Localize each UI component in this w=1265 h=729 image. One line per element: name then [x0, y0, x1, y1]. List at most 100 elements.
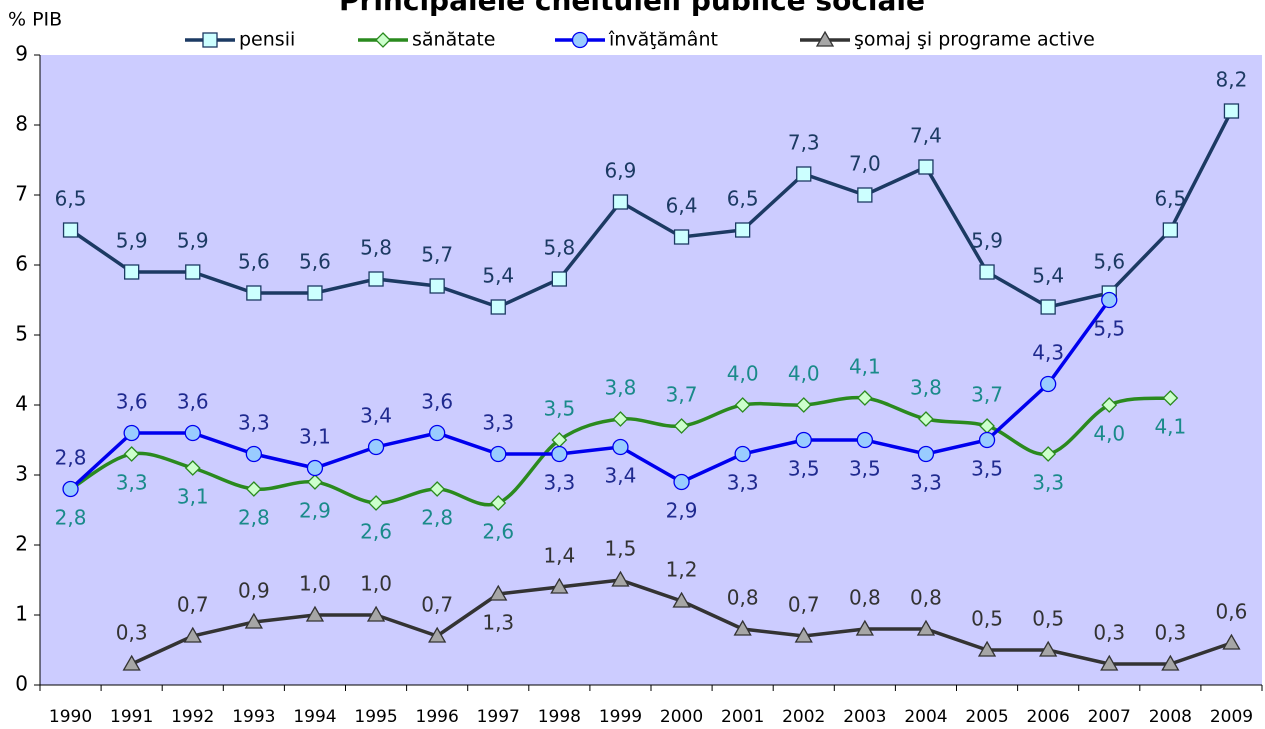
legend-marker	[571, 31, 589, 49]
x-tick-label: 2003	[843, 707, 886, 727]
x-tick-label: 2009	[1210, 707, 1253, 727]
x-tick-label: 2007	[1088, 707, 1131, 727]
data-label: 7,4	[910, 124, 942, 148]
data-point	[916, 619, 936, 636]
data-point	[490, 495, 507, 511]
data-label: 0,8	[727, 586, 759, 610]
data-point	[795, 431, 812, 449]
data-label: 4,0	[788, 362, 820, 386]
data-point	[735, 222, 751, 238]
data-label: 5,8	[360, 236, 392, 260]
data-label: 1,2	[666, 558, 698, 582]
data-point	[734, 397, 751, 413]
data-point	[979, 264, 995, 280]
data-label: 3,3	[727, 471, 759, 495]
data-label: 3,5	[971, 457, 1003, 481]
data-point	[490, 299, 506, 315]
data-label: 3,5	[849, 457, 881, 481]
y-tick-label: 6	[15, 252, 28, 276]
data-point	[734, 445, 751, 463]
legend-label: pensii	[239, 29, 295, 51]
data-point	[856, 431, 873, 449]
data-label: 1,0	[299, 572, 331, 596]
data-label: 3,3	[482, 411, 514, 435]
data-label: 1,5	[605, 537, 637, 561]
y-tick-label: 0	[15, 672, 28, 696]
data-label: 0,8	[910, 586, 942, 610]
data-point	[672, 591, 691, 608]
data-label: 1,0	[360, 572, 392, 596]
data-point	[1040, 375, 1057, 393]
data-point	[124, 264, 140, 280]
data-point	[185, 264, 201, 280]
y-tick-label: 3	[15, 462, 28, 486]
data-point	[796, 166, 812, 182]
data-label: 2,8	[55, 506, 87, 530]
x-tick-label: 2005	[965, 707, 1008, 727]
data-label: 0,8	[849, 586, 881, 610]
data-point	[673, 418, 690, 434]
data-point	[612, 438, 629, 456]
y-tick-label: 1	[15, 602, 28, 626]
x-tick-label: 1991	[110, 707, 153, 727]
data-label: 3,3	[543, 471, 575, 495]
data-point	[62, 480, 79, 498]
data-point	[62, 222, 79, 238]
data-label: 0,7	[421, 593, 453, 617]
data-label: 0,9	[238, 579, 270, 603]
data-label: 4,1	[1154, 415, 1186, 439]
data-point	[1100, 654, 1119, 671]
data-label: 5,7	[421, 243, 453, 267]
x-tick-label: 2000	[660, 707, 703, 727]
x-tick-label: 2008	[1149, 707, 1192, 727]
data-label: 5,9	[116, 229, 148, 253]
data-label: 3,6	[177, 390, 209, 414]
data-label: 3,3	[910, 471, 942, 495]
data-label: 3,3	[116, 471, 148, 495]
data-label: 0,5	[971, 607, 1003, 631]
data-label: 3,6	[421, 390, 453, 414]
y-tick-label: 9	[15, 42, 28, 66]
data-label: 4,0	[1093, 422, 1125, 446]
data-label: 2,9	[299, 499, 331, 523]
data-point	[612, 411, 629, 427]
data-label: 1,3	[482, 611, 514, 635]
data-point	[673, 473, 690, 491]
data-label: 3,4	[360, 404, 392, 428]
y-axis-label: % PIB	[8, 9, 62, 31]
data-point	[1101, 397, 1118, 413]
data-point	[917, 445, 935, 463]
y-tick-label: 8	[15, 112, 28, 136]
data-label: 2,9	[666, 499, 698, 523]
data-point	[1101, 291, 1118, 309]
data-point	[306, 459, 324, 477]
data-label: 0,5	[1032, 607, 1064, 631]
data-point	[1162, 222, 1178, 238]
data-point	[918, 159, 934, 175]
data-point	[857, 187, 873, 203]
data-point	[245, 481, 262, 497]
data-label: 6,5	[727, 187, 759, 211]
y-tick-label: 2	[15, 532, 28, 556]
x-tick-label: 1990	[49, 707, 92, 727]
data-label: 4,3	[1032, 341, 1064, 365]
data-point	[368, 495, 384, 511]
data-point	[245, 445, 263, 463]
data-point	[855, 619, 874, 636]
data-point	[244, 612, 263, 629]
data-point	[551, 271, 567, 287]
x-tick-label: 1998	[538, 707, 581, 727]
x-tick-label: 1997	[477, 707, 520, 727]
data-point	[1039, 640, 1058, 657]
data-point	[856, 390, 873, 406]
data-point	[1222, 633, 1241, 650]
data-point	[123, 446, 140, 462]
legend-marker	[815, 30, 835, 47]
data-point	[977, 640, 997, 657]
legend-marker	[202, 32, 218, 48]
data-point	[1040, 299, 1056, 315]
data-point	[794, 626, 813, 643]
x-tick-label: 2006	[1027, 707, 1070, 727]
data-label: 0,3	[1093, 621, 1125, 645]
data-label: 3,1	[299, 425, 331, 449]
